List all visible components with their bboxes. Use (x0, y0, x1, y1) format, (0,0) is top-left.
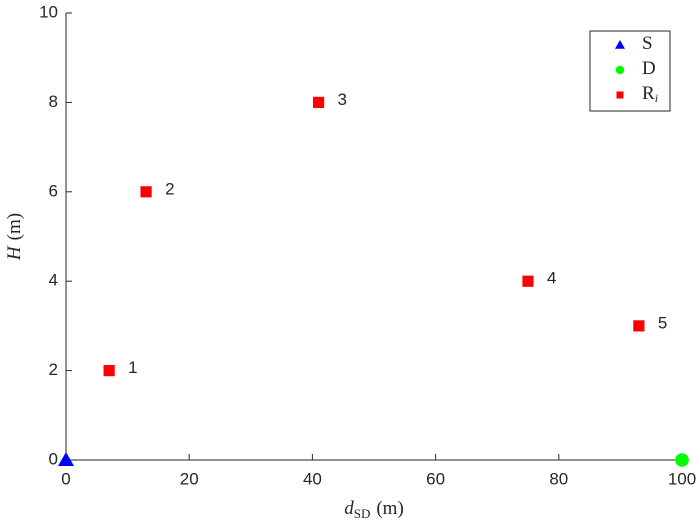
point (633, 320, 645, 332)
x-axis-label: dSD (m) (344, 498, 404, 521)
legend-marker (615, 40, 625, 49)
y-tick-label: 8 (49, 92, 58, 111)
point (312, 96, 325, 108)
legend-name: R (642, 83, 655, 104)
legend-label: Ri (642, 83, 658, 104)
y-tick-label: 0 (49, 449, 58, 468)
point-label: 4 (547, 269, 556, 288)
x-label-subscript: SD (354, 506, 371, 521)
point (58, 452, 74, 466)
x-label-unit: (m) (376, 498, 403, 519)
point-label: 3 (338, 90, 347, 109)
legend-marker (616, 91, 624, 99)
point-label: 5 (658, 313, 667, 332)
x-tick-label: 60 (426, 469, 445, 488)
y-axis-label: H (m) (4, 213, 25, 261)
legend-name: S (642, 33, 653, 54)
y-label-unit: (m) (4, 213, 25, 240)
point (140, 186, 152, 198)
point-label: 1 (128, 358, 137, 377)
legend-subscript: i (655, 91, 658, 105)
y-tick-label: 2 (49, 360, 58, 379)
point (675, 453, 689, 467)
legend-box (589, 30, 671, 112)
legend-label: D (642, 58, 656, 79)
legend-label: S (642, 33, 653, 54)
legend-marker (615, 65, 625, 75)
x-tick-label: 40 (303, 469, 322, 488)
legend-name: D (642, 58, 656, 79)
y-tick-label: 10 (39, 2, 58, 21)
x-tick-label: 80 (549, 469, 568, 488)
y-tick-label: 4 (49, 271, 58, 290)
y-tick-label: 6 (49, 181, 58, 200)
x-tick-label: 20 (180, 469, 199, 488)
x-label-symbol: d (344, 498, 354, 519)
point (522, 275, 534, 287)
point-label: 2 (165, 179, 174, 198)
x-tick-label: 100 (668, 469, 696, 488)
point (103, 365, 115, 377)
x-tick-label: 0 (61, 469, 70, 488)
y-label-symbol: H (4, 245, 25, 261)
